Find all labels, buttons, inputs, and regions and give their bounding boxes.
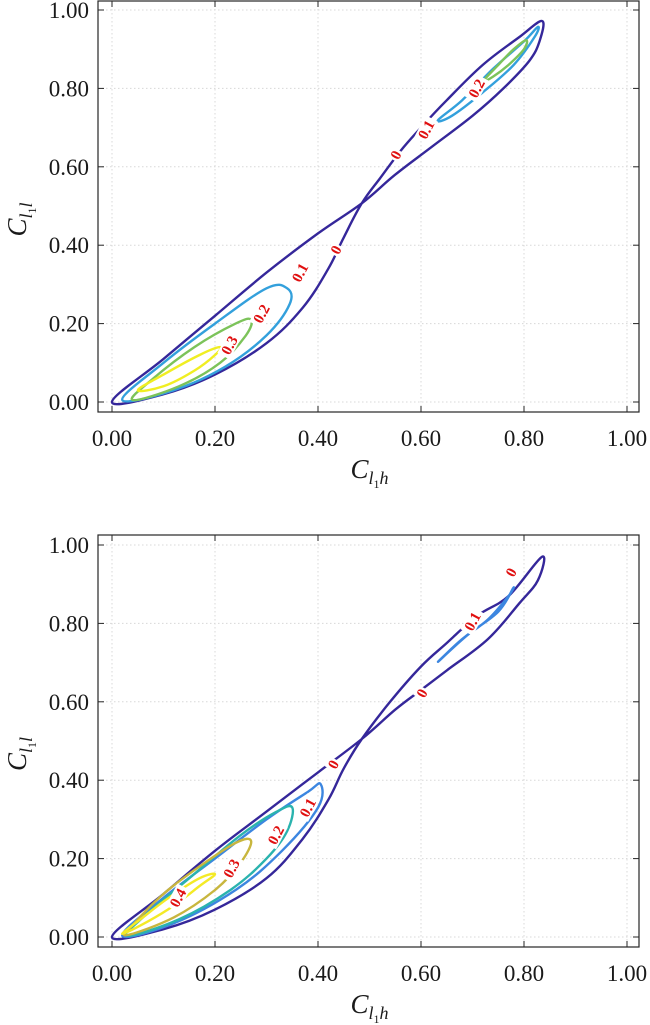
contour-label-background [165, 883, 190, 913]
x-axis-label: Cl1h [351, 454, 389, 491]
contour-label-background [217, 330, 242, 360]
x-tick-label: 0.00 [92, 426, 132, 451]
contour-label: 0.2 [464, 74, 489, 103]
contour-label-background [295, 793, 320, 822]
contour-label: 0.1 [295, 793, 320, 822]
axes-frame [97, 534, 640, 948]
y-axis-label: Cl1l [2, 202, 39, 236]
axes-frame [97, 0, 640, 413]
y-tick-label: 0.00 [49, 390, 89, 415]
y-axis-label: Cl1l [2, 737, 39, 771]
contour-label-text: 0.1 [297, 796, 320, 820]
contour-label-text: 0.2 [265, 824, 288, 848]
contour-label-background [287, 258, 313, 287]
contour-label-background [464, 74, 489, 103]
y-tick-label: 0.80 [49, 76, 89, 101]
contour-label: 0.3 [217, 330, 242, 360]
contour-label: 0 [324, 756, 343, 773]
x-tick-label: 0.60 [401, 426, 441, 451]
contour-label-background [460, 607, 485, 636]
y-tick-label: 0.20 [49, 312, 89, 337]
contour-label-background [413, 685, 431, 702]
contour-label: 0.4 [165, 883, 190, 913]
x-tick-label: 0.40 [298, 426, 338, 451]
contour-line-level-0 [110, 555, 546, 941]
contour-label: 0.1 [414, 115, 439, 144]
contour-line-level-0-2 [124, 804, 295, 937]
y-tick-label: 0.00 [49, 925, 89, 950]
contour-label-background [387, 146, 405, 164]
contour-label: 0.1 [460, 607, 485, 636]
x-tick-label: 0.20 [195, 426, 235, 451]
x-tick-label: 0.60 [401, 961, 441, 986]
x-tick-label: 0.80 [504, 426, 544, 451]
x-tick-label: 0.40 [298, 961, 338, 986]
contour-plot-top: 0.00 0.20 0.40 0.60 0.80 1.000.000.200.400.60… [2, 0, 647, 491]
contour-line-level-0-1 [121, 283, 293, 403]
contour-label: 0.3 [219, 854, 244, 883]
y-tick-label: 0.20 [49, 847, 89, 872]
contour-line-level-0-3 [122, 837, 253, 937]
y-tick-label: 0.60 [49, 155, 89, 180]
x-axis-label: Cl1h [351, 989, 389, 1025]
contour-label-background [414, 115, 439, 144]
x-tick-label: 0.00 [92, 961, 132, 986]
contour-plot-bottom: 0.00 0.20 0.40 0.60 0.80 1.000.000.200.400.60… [2, 533, 647, 1025]
contour-label: 0 [502, 564, 521, 581]
y-tick-label: 1.00 [49, 0, 89, 23]
contour-label: 0.2 [249, 299, 274, 329]
x-tick-label: 0.20 [195, 961, 235, 986]
contour-label: 0 [387, 146, 406, 164]
contour-label: 0 [413, 685, 432, 702]
contour-label-text: 0.2 [251, 302, 274, 326]
contour-label-text: 0.1 [416, 118, 439, 142]
contour-line-level-0-2 [482, 39, 529, 83]
y-tick-label: 0.40 [49, 768, 89, 793]
contour-label-text: 0.1 [462, 610, 485, 634]
contour-label-text: 0.3 [219, 334, 242, 358]
y-tick-label: 0.80 [49, 611, 89, 636]
contour-label-background [219, 854, 244, 883]
x-tick-label: 1.00 [607, 426, 647, 451]
contour-label-background [324, 756, 343, 773]
y-tick-label: 0.40 [49, 233, 89, 258]
contour-label-background [327, 241, 345, 259]
contour-label-text: 0.4 [167, 886, 190, 911]
y-tick-label: 1.00 [49, 533, 89, 558]
x-tick-label: 0.80 [504, 961, 544, 986]
contour-label-background [249, 299, 274, 329]
contour-label-text: 0.1 [289, 261, 312, 285]
x-tick-label: 1.00 [607, 961, 647, 986]
contour-line-level-0 [110, 19, 545, 406]
contour-label-text: 0.3 [221, 857, 244, 881]
contour-label-text: 0.2 [466, 77, 489, 101]
contour-label-background [502, 564, 520, 581]
y-tick-label: 0.60 [49, 690, 89, 715]
contour-label-background [263, 820, 288, 850]
contour-label: 0 [327, 241, 346, 259]
contour-label: 0.2 [263, 820, 288, 850]
contour-line-level-0-4 [121, 872, 217, 936]
contour-label: 0.1 [287, 258, 313, 287]
